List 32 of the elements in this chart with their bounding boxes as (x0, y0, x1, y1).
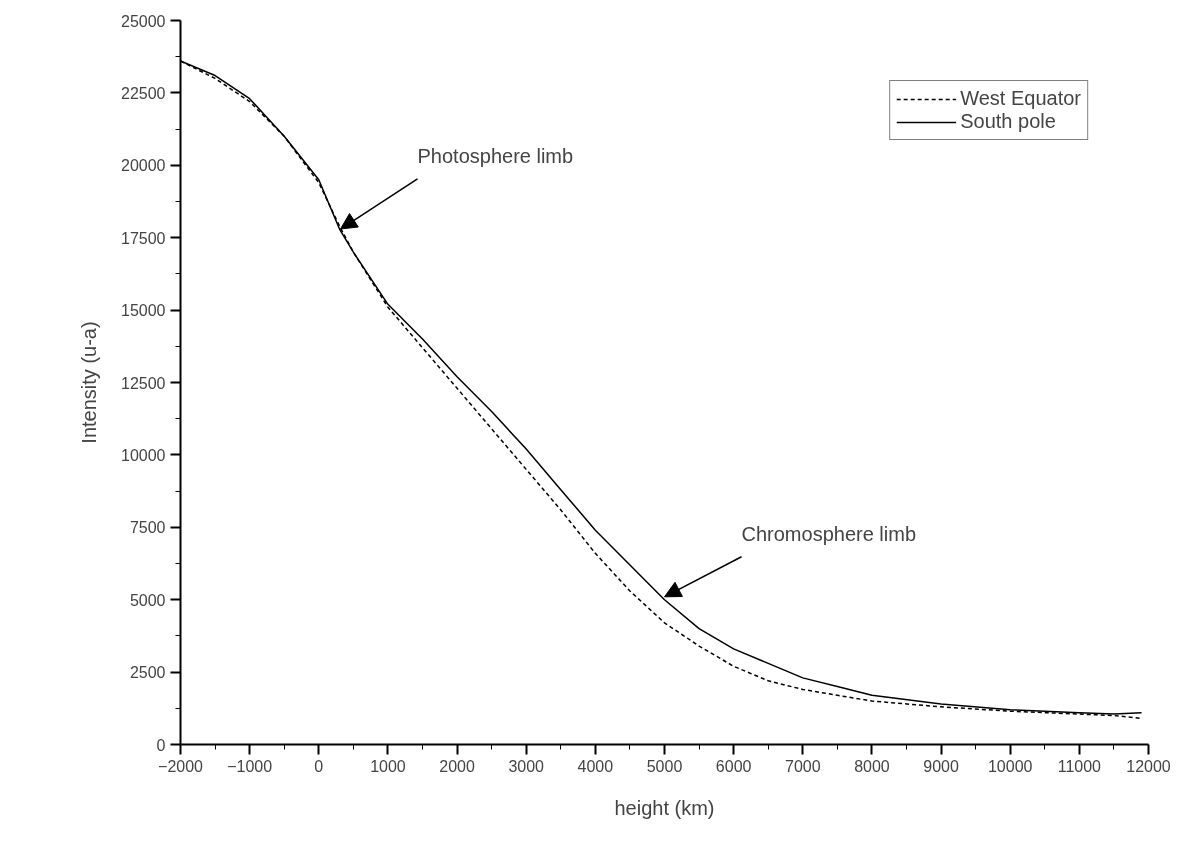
x-tick-label: −2000 (158, 757, 204, 775)
annotation: Photosphere limb (417, 144, 574, 167)
x-tick-label: 5000 (646, 757, 683, 775)
y-axis-title: Intensity (u-a) (78, 321, 101, 444)
x-tick-label: 6000 (715, 757, 752, 775)
x-tick-label: 10000 (987, 757, 1033, 775)
x-tick-label: 3000 (508, 757, 545, 775)
y-tick-label: 22500 (121, 84, 166, 102)
x-tick-label: 11000 (1057, 757, 1102, 775)
y-tick-label: 20000 (121, 157, 166, 175)
y-tick-label: 17500 (121, 229, 166, 247)
y-tick-label: 0 (156, 736, 166, 754)
legend-label: South pole (960, 110, 1056, 133)
y-tick-label: 5000 (129, 591, 166, 609)
x-tick-label: −1000 (227, 757, 273, 775)
y-tick-label: 7500 (129, 519, 166, 537)
legend-label: West Equator (960, 87, 1081, 110)
x-tick-label: 1000 (370, 757, 406, 775)
y-tick-label: 10000 (121, 446, 166, 464)
annotation: Chromosphere limb (741, 522, 917, 545)
x-tick-label: 8000 (854, 757, 890, 775)
x-tick-label: 0 (314, 757, 324, 775)
y-tick-label: 15000 (121, 302, 166, 320)
y-tick-label: 2500 (129, 664, 166, 682)
x-tick-label: 9000 (923, 757, 959, 775)
y-tick-label: 25000 (121, 12, 166, 30)
x-tick-label: 7000 (784, 757, 821, 775)
x-axis-title: height (km) (614, 796, 715, 819)
x-tick-label: 2000 (439, 757, 475, 775)
y-tick-label: 12500 (121, 374, 166, 392)
x-tick-label: 12000 (1126, 757, 1171, 775)
x-tick-label: 4000 (577, 757, 614, 775)
